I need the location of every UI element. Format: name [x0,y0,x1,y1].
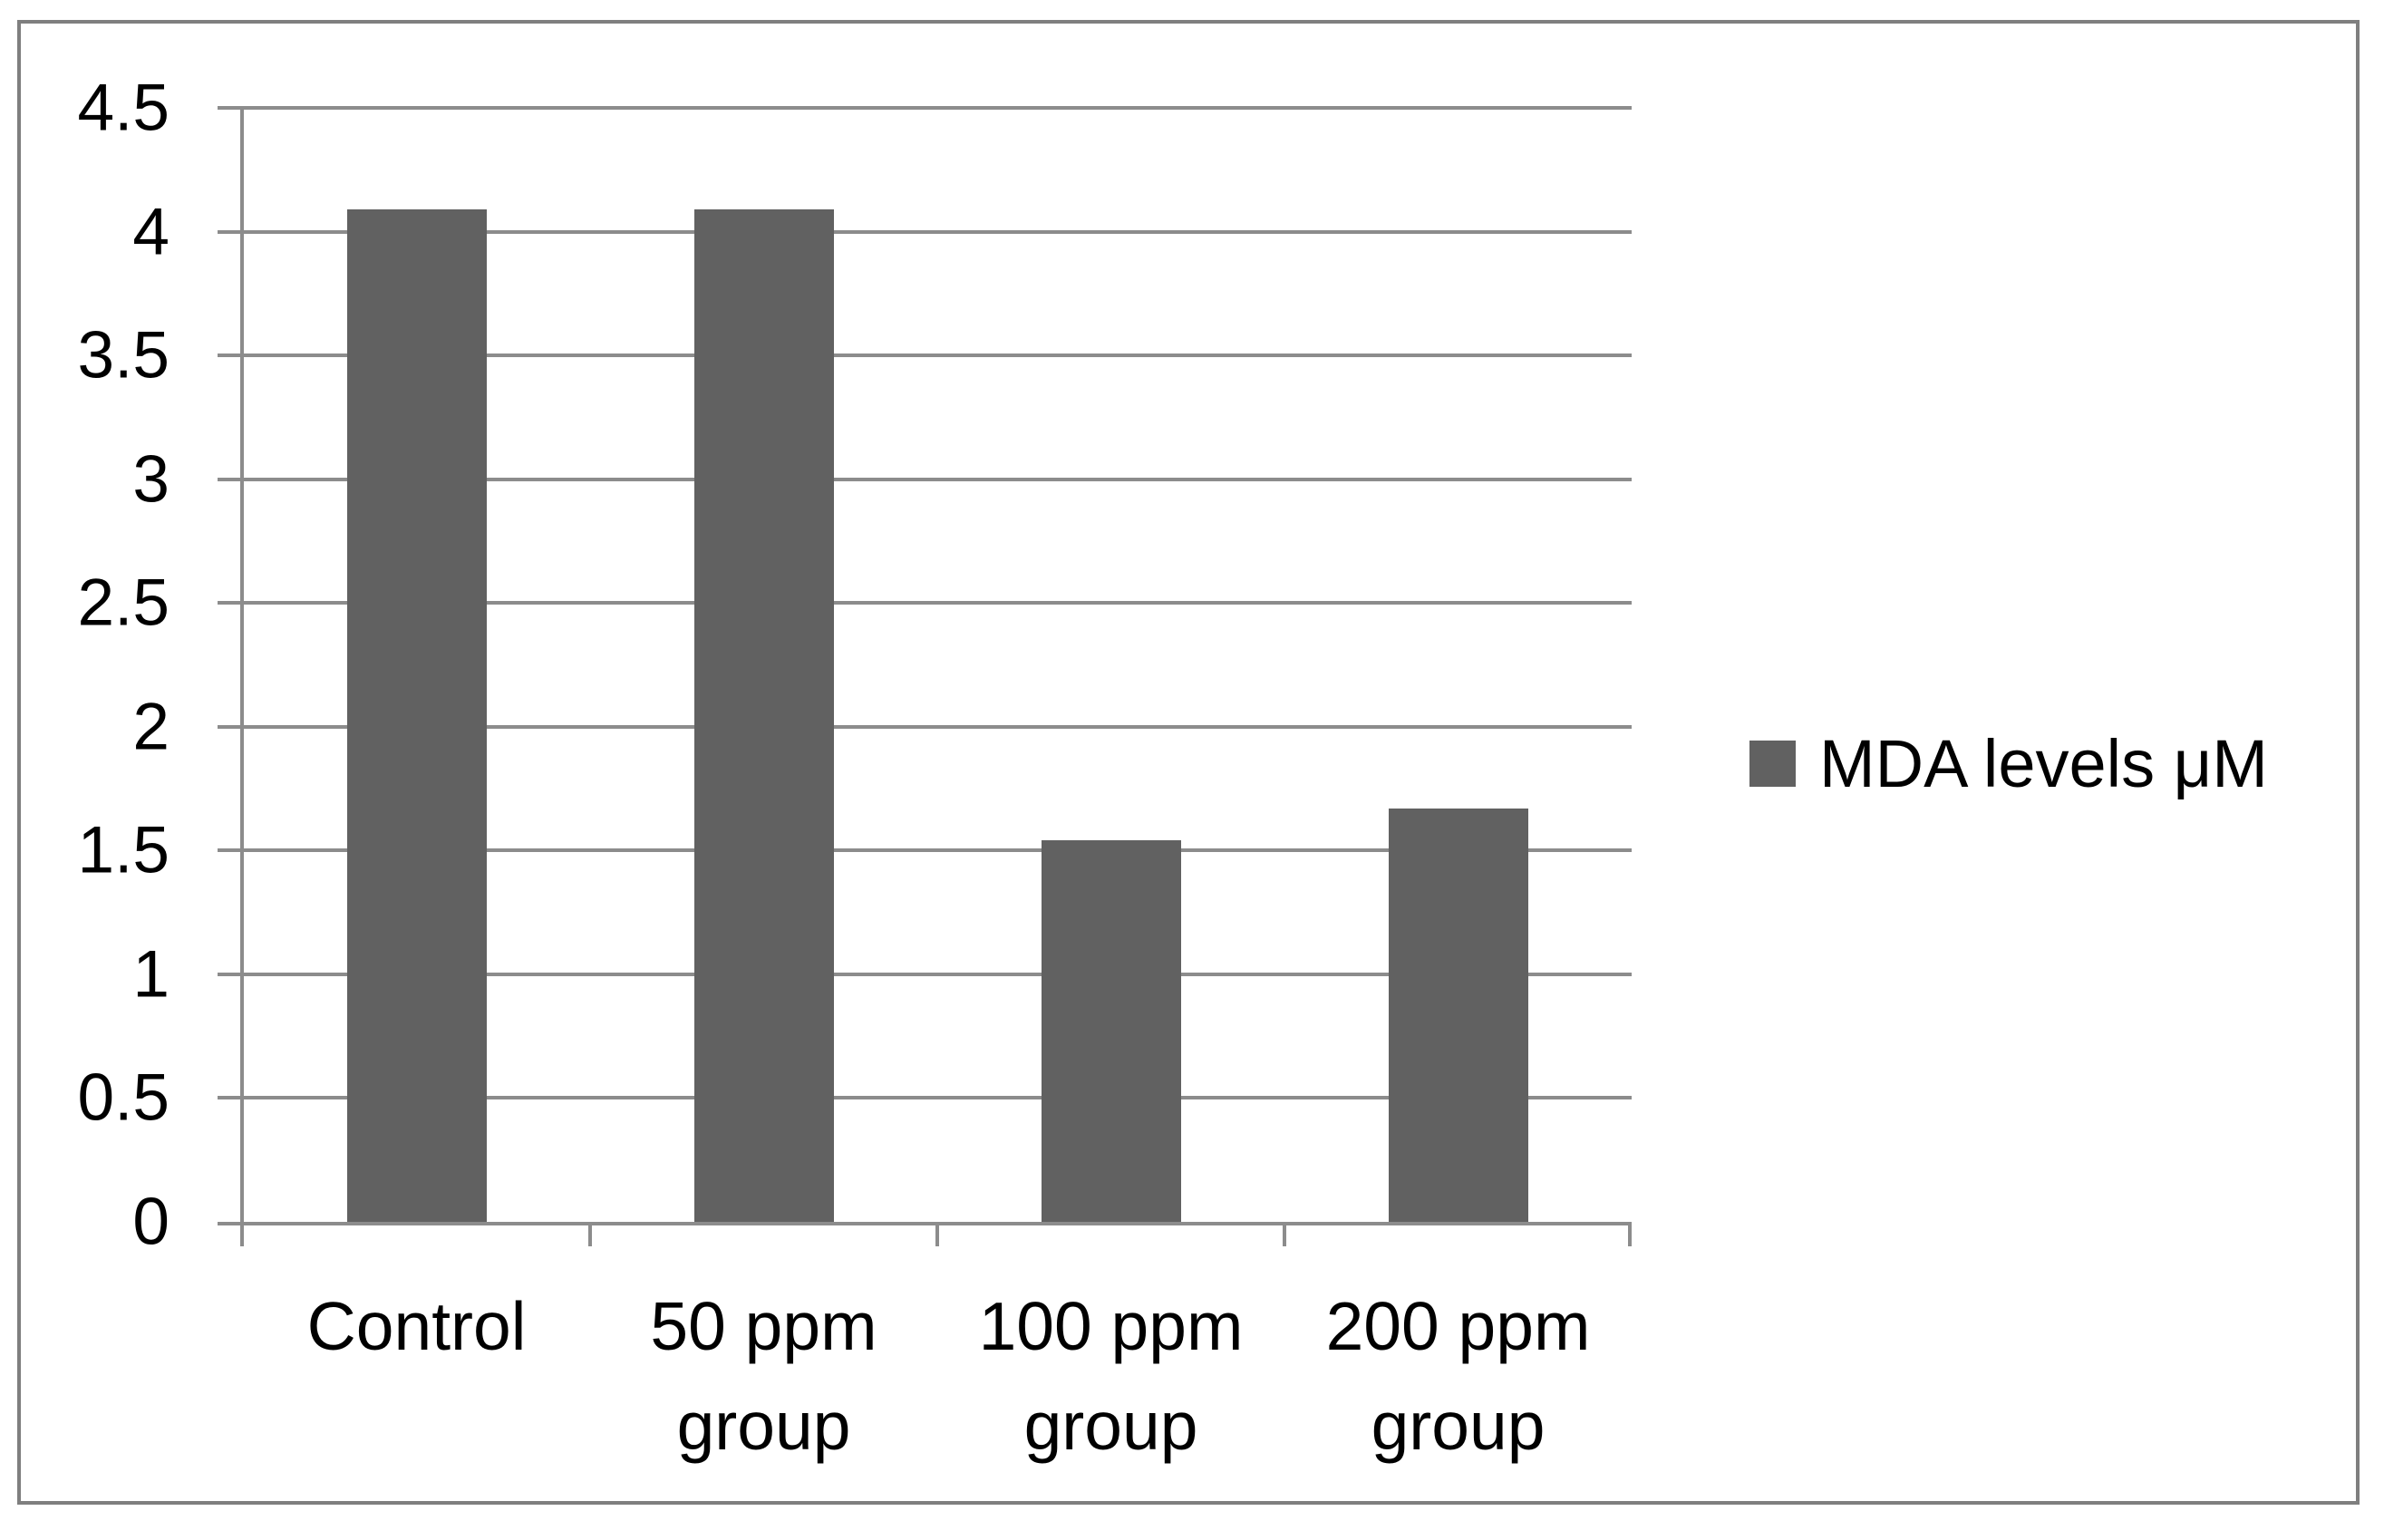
bar-100-ppm-group [1041,840,1181,1222]
x-category-label-line: 200 ppm [1325,1288,1591,1364]
x-category-label-line: 50 ppm [650,1288,877,1364]
x-axis-line [218,1222,1632,1225]
category-tick [588,1222,592,1246]
legend-label: MDA levels μM [1819,726,2268,801]
y-tick-label: 3.5 [77,318,170,392]
y-tick-label: 1 [132,937,170,1012]
x-category-label-line: group [1371,1388,1546,1464]
y-tick-label: 3 [132,442,170,517]
gridline [218,848,1632,853]
gridline [218,229,1632,234]
gridline [218,724,1632,729]
y-tick-label: 0 [132,1185,170,1259]
gridline [218,106,1632,111]
x-category-label: 50 ppm group [590,1276,937,1476]
y-tick-label: 4 [132,195,170,269]
gridline [218,601,1632,605]
legend-swatch-icon [1749,741,1796,787]
y-tick-label: 4.5 [77,71,170,145]
gridline [218,972,1632,976]
gridline [218,1096,1632,1100]
bar-200-ppm-group [1388,808,1528,1222]
y-axis-line [240,108,244,1246]
x-category-label-line: group [1023,1388,1198,1464]
bar-50-ppm-group [693,209,834,1222]
category-tick [1628,1222,1632,1246]
y-tick-label: 2 [132,690,170,764]
category-tick [1283,1222,1286,1246]
x-category-label-line: Control [306,1288,527,1364]
x-category-label-line: 100 ppm [978,1288,1244,1364]
y-tick-label: 0.5 [77,1061,170,1135]
bar-control [346,209,487,1222]
x-category-label: 200 ppm group [1284,1276,1632,1476]
x-category-label: 100 ppm group [937,1276,1284,1476]
category-tick [935,1222,939,1246]
gridline [218,477,1632,481]
x-category-label: Control [243,1276,590,1376]
x-category-label-line: group [676,1388,851,1464]
gridline [218,354,1632,358]
legend: MDA levels μM [1749,726,2268,801]
y-tick-label: 2.5 [77,566,170,640]
y-tick-label: 1.5 [77,813,170,887]
